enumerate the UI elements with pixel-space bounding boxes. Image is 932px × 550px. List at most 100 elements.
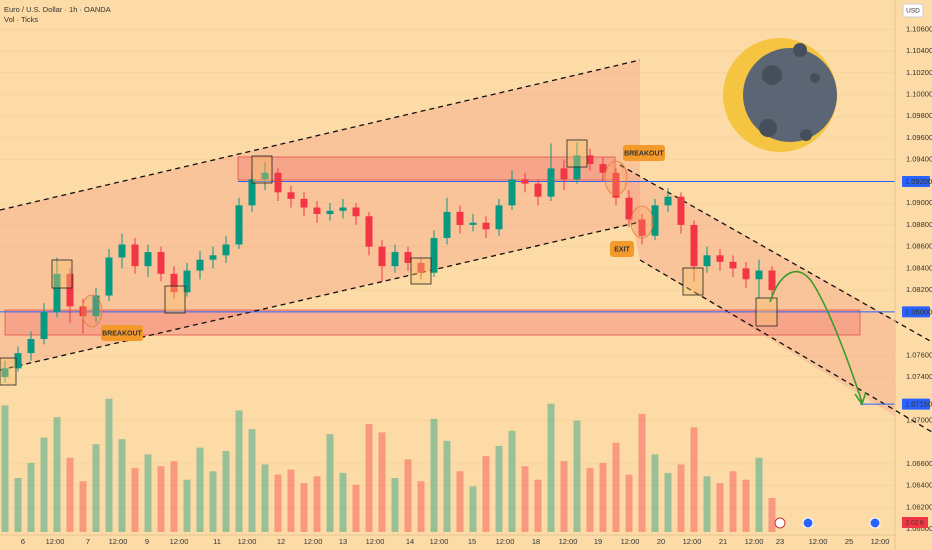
volume-pane <box>1 398 776 532</box>
candle-body <box>716 255 724 262</box>
volume-bar <box>352 484 360 532</box>
currency[interactable]: USD <box>906 8 920 15</box>
volume-bar <box>66 457 74 532</box>
volume-bar <box>625 474 633 532</box>
candle-body <box>196 259 204 271</box>
event-icon[interactable] <box>802 517 814 529</box>
volume-bar <box>716 483 724 532</box>
x-tick-label: 12:00 <box>559 537 578 546</box>
x-tick-label: 12:00 <box>238 537 257 546</box>
crater <box>762 65 782 85</box>
x-tick-label: 23 <box>776 537 784 546</box>
chart-title: Euro / U.S. Dollar · 1h · OANDA <box>4 5 111 14</box>
volume-bar <box>742 479 750 532</box>
volume-bar <box>612 442 620 532</box>
candle-body <box>742 268 750 280</box>
y-tick-label: 1.08400 <box>906 263 932 272</box>
candle-body <box>638 219 646 236</box>
volume-bar <box>196 447 204 532</box>
x-tick-label: 12:00 <box>745 537 764 546</box>
candle-body <box>222 244 230 256</box>
x-tick-label: 12:00 <box>46 537 65 546</box>
y-tick-label: 1.10600 <box>906 24 932 33</box>
volume-bar <box>274 474 282 532</box>
candle-body <box>105 257 113 296</box>
candle-body <box>157 252 165 274</box>
candle-body <box>729 261 737 269</box>
candle-body <box>235 205 243 245</box>
candle-body <box>170 273 178 293</box>
candle-body <box>430 237 438 273</box>
x-axis: 6 12:00 7 12:00 9 12:00 11 12:00 12 12:00 13 12:00 1… <box>21 537 889 546</box>
x-tick-label: 12:00 <box>809 537 828 546</box>
candle-body <box>469 222 477 225</box>
volume-bar <box>339 472 347 532</box>
volume-bar <box>183 479 191 532</box>
y-tick-label: 1.08200 <box>906 285 932 294</box>
volume-bar <box>664 472 672 532</box>
resistance-zone <box>237 156 616 181</box>
candle-body <box>27 338 35 354</box>
box <box>566 139 588 168</box>
box <box>164 285 186 314</box>
candle-body <box>53 273 61 312</box>
volume-bar <box>40 437 48 532</box>
x-tick-label: 9 <box>145 537 149 546</box>
candle-body <box>495 205 503 230</box>
circle <box>604 160 628 196</box>
candle-body <box>677 196 685 225</box>
volume-bar <box>768 497 776 532</box>
volume-bar <box>313 476 321 532</box>
volume-bar <box>92 444 100 532</box>
x-tick-label: 12:00 <box>621 537 640 546</box>
volume-bar <box>690 427 698 532</box>
candle-body <box>261 172 269 180</box>
channel-line <box>639 259 932 433</box>
y-tick-label: 1.09600 <box>906 133 932 142</box>
circle <box>630 205 654 239</box>
candle-body <box>547 168 555 197</box>
volume-bar <box>547 403 555 532</box>
channel-line <box>0 59 641 211</box>
volume-bar <box>404 459 412 532</box>
event-icon[interactable] <box>869 517 881 529</box>
volume-bar <box>209 471 217 532</box>
moon <box>723 38 837 152</box>
volume-bar <box>560 461 568 532</box>
crater <box>800 129 812 141</box>
volume-bar <box>651 454 659 532</box>
candle-body <box>118 244 126 258</box>
volume-bar <box>287 469 295 532</box>
volume-bar <box>131 467 139 532</box>
candle-body <box>378 246 386 267</box>
currency-box[interactable] <box>902 3 924 18</box>
x-tick-label: 12:00 <box>109 537 128 546</box>
candle-body <box>586 155 594 165</box>
volume-bar <box>755 457 763 532</box>
x-tick-label: 7 <box>86 537 90 546</box>
x-tick-label: 12:00 <box>366 537 385 546</box>
annotation: BREAKOUT <box>102 330 142 337</box>
candle-body <box>352 207 360 217</box>
candle-body <box>209 255 217 260</box>
candle-body <box>14 353 22 369</box>
volume-bar <box>638 413 646 532</box>
channel-line <box>0 221 641 371</box>
level-label-box <box>902 398 930 410</box>
subtitle: Vol · Ticks <box>4 15 38 24</box>
candle-body <box>560 168 568 180</box>
volume-bar <box>79 481 87 532</box>
candle-body <box>274 172 282 193</box>
candle-body <box>651 205 659 236</box>
crater <box>759 119 777 137</box>
volume-bar <box>391 477 399 532</box>
markers <box>0 139 778 386</box>
crater <box>793 43 807 57</box>
candle-body <box>391 252 399 267</box>
y-tick-label: 1.08600 <box>906 242 932 251</box>
candle-body <box>703 255 711 267</box>
event-icon[interactable] <box>774 517 786 529</box>
volume-bar <box>430 418 438 532</box>
candle-body <box>92 295 100 317</box>
volume-bar <box>1 405 9 532</box>
